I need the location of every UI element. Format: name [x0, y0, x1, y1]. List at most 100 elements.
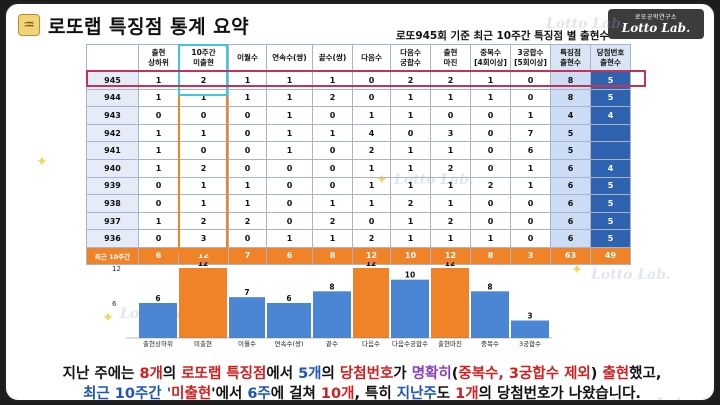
table-cell: 4 [590, 158, 631, 178]
bar-value-label: 3 [527, 312, 532, 321]
axis-tick-label: 6 [112, 300, 117, 308]
table-header-cell: 특징점 출현수 [550, 44, 591, 72]
table-header-cell: 이월수 [228, 44, 267, 72]
table-header-cell: 출현 상하위 [138, 44, 179, 72]
summary-text-segment: 1개 [455, 386, 479, 402]
summary-text-segment: 의 [321, 366, 340, 382]
table-cell: 1 [312, 123, 353, 143]
table-cell: 1 [352, 194, 391, 213]
summary-text-segment: 가 [393, 366, 412, 382]
table-subtitle: 로또945회 기준 최근 10주간 특징점 별 출현수 [396, 30, 610, 42]
table-cell: 0 [312, 158, 353, 178]
logo-big-text: Lotto Lab. [621, 21, 691, 35]
table-row: 936 0 3 0 1 1 2 1 1 1 0 6 5 [86, 229, 631, 248]
table-cell: 1 [228, 194, 267, 213]
row-draw-number: 941 [86, 141, 139, 160]
star-icon: ✦ [36, 154, 48, 170]
table-cell: 0 [312, 141, 353, 160]
table-cell: 1 [138, 88, 179, 108]
bar-3 [267, 303, 311, 338]
table-cell: 5 [590, 211, 631, 231]
table-cell: 0 [228, 106, 267, 125]
table-sum-row: 최근 10주간 6 12 7 6 8 12 10 12 8 3 63 49 [86, 246, 631, 265]
row-draw-number: 939 [86, 176, 139, 196]
table-cell: 4 [550, 106, 591, 125]
star-icon: ✦ [571, 262, 583, 278]
row-draw-number: 938 [86, 194, 139, 213]
star-icon: ✦ [102, 310, 114, 326]
table-cell: 0 [228, 141, 267, 160]
table-cell: 1 [266, 123, 313, 143]
table-header-cell: 다음수 [352, 44, 391, 72]
table-cell: 0 [470, 106, 511, 125]
table-cell: 5 [590, 229, 631, 248]
table-cell: 1 [266, 141, 313, 160]
table-cell: 0 [228, 158, 267, 178]
title-bar: ♒ 로또랩 특징점 통계 요약 [18, 12, 249, 38]
summary-text-segment: 중복수, 3궁합수 제외 [458, 366, 591, 382]
table-cell: 3 [430, 123, 471, 143]
table-cell [590, 123, 631, 143]
table-cell: 5 [550, 141, 591, 160]
table-cell: 2 [228, 211, 267, 231]
table-cell: 0 [266, 158, 313, 178]
table-row: 938 0 1 1 0 1 1 2 1 0 0 6 5 [86, 194, 631, 213]
table-cell: 1 [390, 176, 431, 196]
sum-cell: 49 [590, 246, 631, 265]
table-cell: 0 [430, 106, 471, 125]
summary-text-segment: 의 [162, 366, 182, 382]
summary-text-segment: 의 당첨번호가 나왔습니다. [478, 386, 641, 402]
table-header-row: 출현 상하위 10주간 미출현 이월수 연속수(쌍) 끝수(쌍) 다음수 다음수 궁합수 출현… [86, 44, 631, 72]
table-cell: 1 [510, 176, 551, 196]
table-cell: 0 [470, 158, 511, 178]
summary-text-segment: 5개 [298, 366, 322, 382]
bar-category-label: 연속수(쌍) [275, 339, 304, 348]
table-row: 941 1 0 0 1 0 2 1 1 0 6 5 [86, 141, 631, 160]
table-cell: 1 [470, 88, 511, 108]
table-row: 944 1 1 1 1 2 0 1 1 1 0 8 5 [86, 88, 631, 108]
bar-chart-svg: 12 6 6 출현상하위 12 미출현 7 이월수 6 연속수(쌍) 8 끝수 12 다음수 10 다음수궁합… [112, 259, 552, 348]
sum-row-label: 최근 10주간 [86, 246, 139, 265]
table-cell: 1 [510, 106, 551, 125]
table-cell: 0 [228, 123, 267, 143]
table-cell: 6 [550, 194, 591, 213]
table-cell: 1 [228, 176, 267, 196]
table-cell: 6 [550, 229, 591, 248]
table-cell: 0 [390, 123, 431, 143]
bar-category-label: 출현상하위 [143, 339, 173, 348]
table-cell: 0 [510, 88, 551, 108]
table-cell: 8 [550, 71, 591, 90]
table-cell: 1 [312, 194, 353, 213]
bar-category-label: 다음수궁합수 [392, 339, 428, 348]
bar-value-label: 10 [405, 271, 415, 280]
table-cell: 1 [430, 141, 471, 160]
table-header-cell: 당첨번호 출현수 [590, 44, 631, 72]
summary-text-segment: 했고, [629, 366, 662, 382]
summary-text-segment: 10개 [320, 386, 355, 402]
table-row: 939 0 1 1 0 0 1 1 1 2 1 6 5 [86, 176, 631, 196]
table-cell: 2 [352, 141, 391, 160]
table-cell: 1 [138, 158, 179, 178]
table-cell: 1 [430, 194, 471, 213]
table-header-cell: 출현 마진 [430, 44, 471, 72]
table-cell: 1 [312, 229, 353, 248]
table-cell: 1 [352, 158, 391, 178]
bar-category-label: 중복수 [481, 340, 499, 348]
summary-text-segment: 당첨번호 [339, 366, 394, 382]
sum-cell: 6 [138, 246, 179, 265]
bar-category-label: 끝수 [326, 340, 338, 348]
table-cell: 0 [352, 211, 391, 231]
bar-value-label: 6 [155, 294, 160, 303]
table-cell: 0 [470, 211, 511, 231]
sum-cell: 63 [550, 246, 591, 265]
table-cell: 1 [510, 158, 551, 178]
row-draw-number: 937 [86, 211, 139, 231]
table-cell: 6 [550, 176, 591, 196]
page-title: 로또랩 특징점 통계 요약 [48, 15, 250, 38]
sum-cell: 7 [228, 246, 267, 265]
table-cell: 1 [266, 229, 313, 248]
table-cell: 0 [228, 229, 267, 248]
highlight-column [178, 96, 228, 254]
row-draw-number: 940 [86, 158, 139, 178]
table-cell: 0 [470, 123, 511, 143]
